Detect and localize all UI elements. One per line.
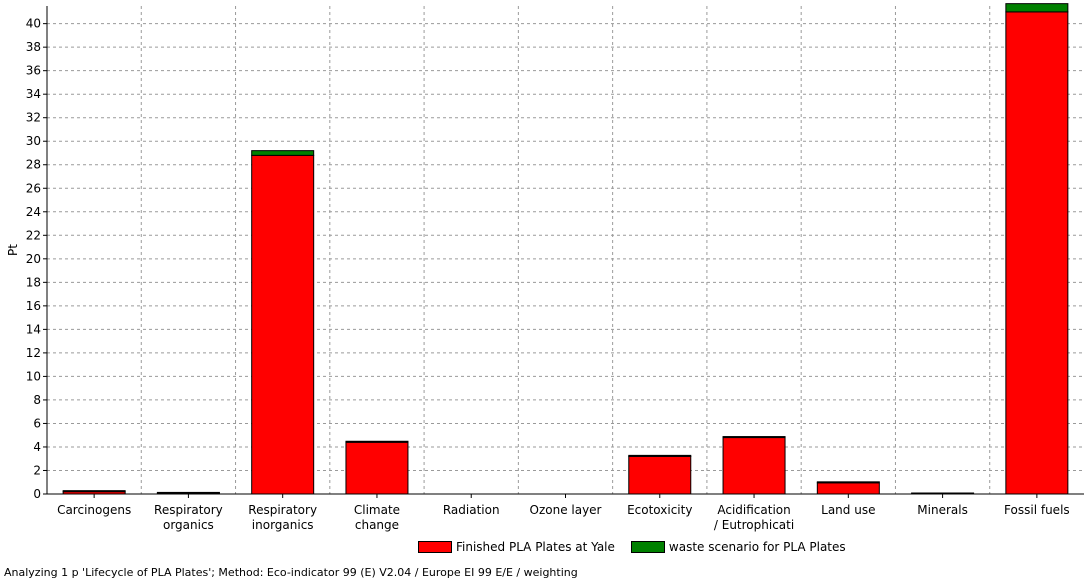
x-tick-label: Acidification / Eutrophicati (714, 503, 794, 532)
y-tick-label: 32 (26, 111, 41, 125)
bar-segment-waste-scenario (62, 490, 126, 493)
y-tick-label: 2 (33, 463, 41, 477)
legend-swatch-green (630, 541, 665, 553)
bar-segment-finished-pla (722, 437, 786, 495)
bar-segment-waste-scenario (628, 454, 692, 457)
analysis-footer: Analyzing 1 p 'Lifecycle of PLA Plates';… (4, 566, 578, 579)
y-tick-label: 34 (26, 87, 41, 101)
y-tick-label: 20 (26, 252, 41, 266)
y-tick-label: 24 (26, 205, 41, 219)
y-tick-label: 40 (26, 17, 41, 31)
bar-segment-waste-scenario (722, 436, 786, 439)
y-tick-label: 6 (33, 416, 41, 430)
y-tick-label: 10 (26, 369, 41, 383)
bar-segment-waste-scenario (1005, 3, 1069, 13)
bar-segment-waste-scenario (816, 481, 880, 484)
x-tick-label: Ecotoxicity (627, 503, 692, 517)
bar-segment-finished-pla (816, 482, 880, 495)
x-tick-label: Respiratory organics (154, 503, 223, 532)
bar-segment-waste-scenario (156, 491, 220, 494)
legend-item-finished-pla: Finished PLA Plates at Yale (418, 540, 615, 554)
x-tick-label: Ozone layer (530, 503, 602, 517)
x-tick-label: Minerals (917, 503, 968, 517)
y-tick-label: 0 (33, 487, 41, 501)
y-tick-label: 22 (26, 228, 41, 242)
x-tick-label: Respiratory inorganics (248, 503, 317, 532)
y-tick-label: 38 (26, 40, 41, 54)
y-tick-label: 12 (26, 346, 41, 360)
y-tick-label: 28 (26, 158, 41, 172)
legend-label: Finished PLA Plates at Yale (456, 540, 615, 554)
y-tick-label: 36 (26, 64, 41, 78)
bar-segment-finished-pla (251, 154, 315, 495)
x-tick-label: Radiation (443, 503, 500, 517)
axes (43, 6, 1084, 498)
bar-segment-finished-pla (628, 455, 692, 495)
x-tick-label: Carcinogens (57, 503, 131, 517)
legend: Finished PLA Plates at Yale waste scenar… (418, 540, 862, 554)
y-tick-label: 16 (26, 299, 41, 313)
bar-segment-waste-scenario (345, 440, 409, 443)
y-tick-label: 26 (26, 181, 41, 195)
bar-segment-finished-pla (1005, 11, 1069, 495)
x-tick-label: Fossil fuels (1004, 503, 1070, 517)
x-tick-labels: Carcinogens Respiratory organics Respirator… (57, 503, 1070, 532)
legend-swatch-red (418, 541, 452, 553)
bar-segment-finished-pla (345, 441, 409, 495)
y-tick-label: 4 (33, 440, 41, 454)
y-axis-label: Pt (6, 244, 20, 256)
legend-item-waste-scenario: waste scenario for PLA Plates (630, 540, 846, 554)
x-tick-label: Land use (821, 503, 875, 517)
y-tick-label: 18 (26, 275, 41, 289)
x-tick-label: Climate change (354, 503, 400, 532)
y-tick-label: 8 (33, 393, 41, 407)
legend-label: waste scenario for PLA Plates (668, 540, 846, 554)
y-tick-label: 14 (26, 322, 41, 336)
y-tick-label: 30 (26, 134, 41, 148)
bars (62, 3, 1069, 495)
bar-segment-waste-scenario (251, 150, 315, 156)
grid-lines (47, 6, 1084, 494)
